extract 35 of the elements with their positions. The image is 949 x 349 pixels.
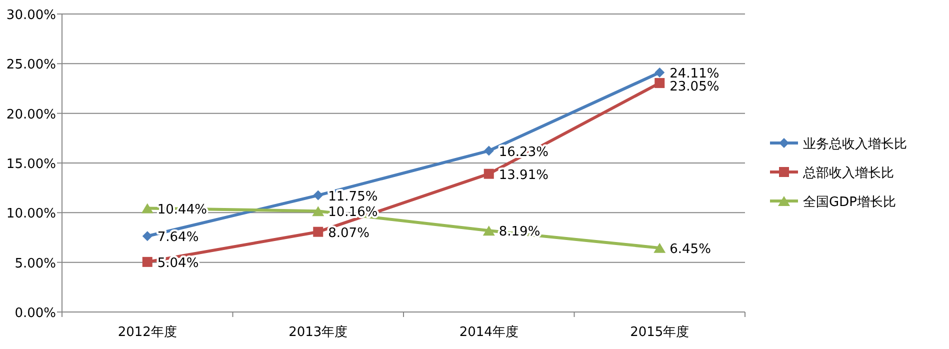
point <box>654 68 665 78</box>
y-tick-label: 0.00% <box>14 306 56 321</box>
x-tick-label: 2012年度 <box>118 324 177 340</box>
point <box>484 146 494 156</box>
data-label: 5.04% <box>157 256 199 271</box>
point <box>141 203 154 214</box>
point <box>654 242 666 253</box>
data-label: 11.75% <box>328 189 378 204</box>
point <box>484 168 494 179</box>
point <box>313 190 324 200</box>
legend-label: 业务总收入增长比 <box>803 137 907 152</box>
y-tick-label: 30.00% <box>6 8 56 23</box>
point <box>313 226 324 237</box>
point <box>142 231 152 242</box>
y-tick-label: 5.00% <box>14 256 56 272</box>
y-tick-label: 15.00% <box>6 157 56 172</box>
data-label: 10.16% <box>328 205 378 220</box>
y-tick-label: 10.00% <box>6 206 56 222</box>
point <box>312 206 324 216</box>
legend-label: 总部收入增长比 <box>802 166 894 181</box>
data-label: 13.91% <box>498 168 548 183</box>
y-tick-label: 25.00% <box>6 58 56 73</box>
y-tick-label: 20.00% <box>6 107 56 122</box>
data-label: 24.11% <box>670 66 720 82</box>
point <box>142 256 152 267</box>
data-label: 7.64% <box>157 230 199 246</box>
legend-label: 全国GDP增长比 <box>803 195 896 210</box>
x-tick-label: 2015年度 <box>630 324 690 340</box>
x-tick-label: 2013年度 <box>288 324 348 340</box>
point <box>654 78 665 88</box>
x-tick-label: 2014年度 <box>459 324 518 340</box>
data-label: 8.07% <box>328 226 370 241</box>
data-label: 6.45% <box>670 242 711 257</box>
point <box>482 226 495 236</box>
data-label: 23.05% <box>670 80 720 95</box>
